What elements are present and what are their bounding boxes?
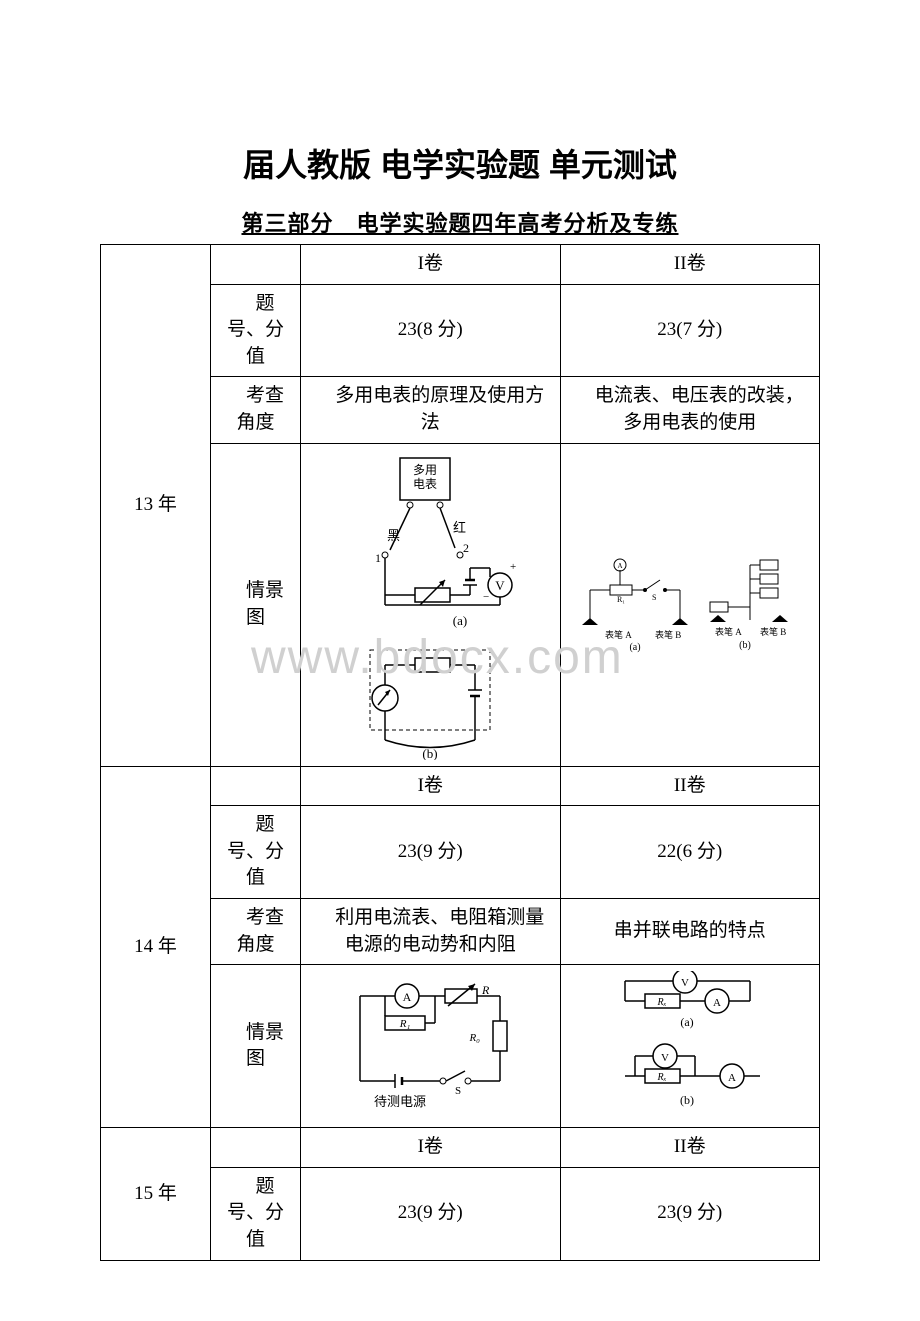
diagram-cell: Rₓ A V (a) (560, 965, 820, 1128)
empty-cell (211, 1128, 301, 1168)
year-cell: 13 年 (101, 245, 211, 767)
svg-text:R₀: R₀ (469, 1032, 481, 1044)
svg-text:S: S (455, 1085, 461, 1097)
header-cell: I卷 (301, 245, 561, 285)
document-page: 届人教版 电学实验题 单元测试 第三部分 电学实验题四年高考分析及专练 13 年… (0, 0, 920, 1321)
table-row: 15 年 I卷 II卷 (101, 1128, 820, 1168)
table-row: 14 年 I卷 II卷 (101, 766, 820, 806)
svg-text:Rₓ: Rₓ (656, 997, 666, 1008)
svg-text:A: A (728, 1072, 736, 1084)
circuit-diagram-icon: R₁ S A 表笔 A 表笔 B (a) (580, 550, 800, 660)
row-label: 题号、分值 (211, 806, 301, 899)
svg-text:(b): (b) (680, 1093, 694, 1107)
svg-text:(b): (b) (423, 746, 438, 760)
circuit-diagram-icon: A R R₁ R₀ (340, 976, 520, 1116)
header-cell: II卷 (560, 766, 820, 806)
svg-text:V: V (496, 578, 506, 593)
empty-cell (211, 245, 301, 285)
svg-text:2: 2 (463, 541, 469, 555)
svg-text:V: V (661, 1052, 669, 1064)
data-cell: 利用电流表、电阻箱测量电源的电动势和内阻 (301, 898, 561, 964)
analysis-table: 13 年 I卷 II卷 题号、分值 23(8 分) 23(7 分) 考查角度 多… (100, 244, 820, 1261)
svg-text:A: A (713, 997, 721, 1009)
svg-text:R₁: R₁ (399, 1018, 411, 1030)
data-cell: 串并联电路的特点 (560, 898, 820, 964)
row-label: 情景图 (211, 443, 301, 766)
svg-text:−: − (483, 591, 489, 603)
svg-text:A: A (617, 562, 622, 570)
svg-text:1: 1 (375, 551, 381, 565)
circuit-diagram-icon: (b) (350, 640, 510, 760)
diagram-cell: www.bdocx.com 多用 电表 黑 红 1 2 (301, 443, 561, 766)
data-cell: 23(8 分) (301, 284, 561, 377)
svg-text:红: 红 (453, 520, 466, 535)
table-row: 13 年 I卷 II卷 (101, 245, 820, 285)
circuit-diagram-icon: Rₓ A V (a) (605, 971, 775, 1121)
data-cell: 22(6 分) (560, 806, 820, 899)
header-cell: II卷 (560, 245, 820, 285)
data-cell: 23(7 分) (560, 284, 820, 377)
svg-text:Rₓ: Rₓ (656, 1072, 666, 1083)
main-title: 届人教版 电学实验题 单元测试 (100, 140, 820, 186)
svg-text:表笔 A: 表笔 A (605, 629, 632, 640)
svg-text:A: A (403, 990, 412, 1004)
header-cell: II卷 (560, 1128, 820, 1168)
svg-text:S: S (652, 593, 656, 602)
empty-cell (211, 766, 301, 806)
svg-text:表笔 B: 表笔 B (760, 626, 786, 637)
svg-text:R: R (481, 983, 490, 997)
svg-text:+: + (510, 561, 516, 573)
svg-text:表笔 A: 表笔 A (715, 626, 742, 637)
svg-text:多用: 多用 (413, 463, 437, 477)
row-label: 考查角度 (211, 898, 301, 964)
data-cell: 23(9 分) (301, 806, 561, 899)
svg-text:R₁: R₁ (617, 595, 625, 604)
svg-text:(a): (a) (629, 642, 640, 653)
data-cell: 23(9 分) (301, 1167, 561, 1260)
svg-text:黑: 黑 (387, 528, 400, 543)
year-cell: 15 年 (101, 1128, 211, 1260)
data-cell: 电流表、电压表的改装，多用电表的使用 (560, 377, 820, 443)
svg-text:(a): (a) (453, 613, 467, 628)
year-cell: 14 年 (101, 766, 211, 1128)
circuit-diagram-icon: 多用 电表 黑 红 1 2 (335, 450, 525, 640)
sub-title: 第三部分 电学实验题四年高考分析及专练 (100, 206, 820, 238)
header-cell: I卷 (301, 766, 561, 806)
row-label: 考查角度 (211, 377, 301, 443)
data-cell: 23(9 分) (560, 1167, 820, 1260)
diagram-cell: A R R₁ R₀ (301, 965, 561, 1128)
data-cell: 多用电表的原理及使用方法 (301, 377, 561, 443)
svg-text:电表: 电表 (413, 477, 437, 491)
header-cell: I卷 (301, 1128, 561, 1168)
svg-text:V: V (681, 977, 689, 989)
svg-text:(a): (a) (680, 1015, 693, 1029)
svg-text:待测电源: 待测电源 (374, 1094, 426, 1109)
row-label: 题号、分值 (211, 284, 301, 377)
row-label: 题号、分值 (211, 1167, 301, 1260)
diagram-cell: R₁ S A 表笔 A 表笔 B (a) (560, 443, 820, 766)
svg-text:表笔 B: 表笔 B (655, 629, 681, 640)
svg-text:(b): (b) (739, 640, 751, 651)
row-label: 情景图 (211, 965, 301, 1128)
